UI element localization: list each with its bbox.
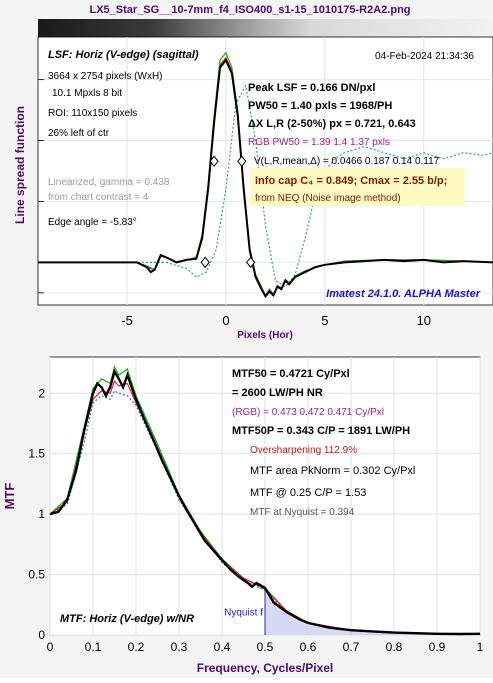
figure-title: LX5_Star_SG__10-7mm_f4_ISO400_s1-15_1010… [89, 4, 410, 16]
lsf-pw50: PW50 = 1.40 pxls = 1968/PH [248, 100, 392, 112]
nyquist-label: Nyquist f [224, 608, 263, 619]
mtf-xtick-label: 0.2 [128, 640, 145, 654]
lsf-series-black-line [38, 58, 493, 299]
lsf-xtick-label: 10 [417, 313, 431, 328]
lsf-pixel-dims: 3664 x 2754 pixels (WxH) [48, 71, 163, 82]
nyquist-fill-area [265, 587, 480, 635]
lsf-roi: ROI: 110x150 pixels [48, 108, 137, 119]
oversharpening: Oversharpening 112.9% [250, 445, 357, 456]
mtf-plot: 0 0.1 0.2 0.3 0.4 0.5 0.6 0.7 0.8 0.9 1 0 0.5 1 1.5 2 M… [28, 356, 484, 654]
lsf-pw-marker [237, 155, 247, 168]
mtf-xtick-label: 1 [477, 640, 484, 654]
mtf-xtick-label: 0.7 [343, 640, 360, 654]
lsf-tick-labels: -5 0 5 10 [121, 313, 431, 328]
lsf-edge-angle: Edge angle = -5.83° [48, 217, 137, 228]
edge-image-strip [38, 19, 493, 37]
lsf-mpxls: 10.1 Mpxls 8 bit [52, 88, 122, 99]
lsf-xlabel: Pixels (Hor) [237, 330, 293, 341]
lsf-pw-marker [200, 256, 210, 269]
mtf-ylabel: MTF [2, 483, 17, 510]
mtf50-rgb: (RGB) = 0.473 0.472 0.471 Cy/Pxl [232, 407, 384, 418]
mtf-xtick-label: 0.9 [429, 640, 446, 654]
mtf-xtick-label: 0 [47, 640, 54, 654]
lsf-series-group [38, 51, 493, 299]
mtf-gridlines [49, 357, 481, 636]
lsf-markers [200, 155, 256, 269]
mtf-ytick-label: 1.5 [28, 447, 45, 461]
lsf-peak: Peak LSF = 0.166 DN/pxl [248, 82, 375, 94]
mtf-ytick-label: 0.5 [28, 568, 45, 582]
mtf-xlabel: Frequency, Cycles/Pixel [197, 661, 334, 675]
mtf-xtick-label: 0.6 [300, 640, 317, 654]
mtf50-lwph: = 2600 LW/PH NR [232, 387, 323, 399]
lsf-rgb-pw50: RGB PW50 = 1.39 1.4 1.37 pxls [248, 137, 390, 148]
mtf-at-nyquist: MTF at Nyquist = 0.394 [250, 507, 355, 518]
lsf-info-cap: Info cap C₄ = 0.849; Cmax = 2.55 b/p; [255, 175, 447, 187]
lsf-ylabel: Line spread function [13, 106, 27, 224]
lsf-roi-offset: 26% left of ctr [48, 128, 110, 139]
mtf50p-value: MTF50P = 0.343 C/P = 1891 LW/PH [232, 425, 410, 437]
mtf-tick-labels: 0 0.1 0.2 0.3 0.4 0.5 0.6 0.7 0.8 0.9 1 0 0.5 1 1.5 2 [28, 386, 483, 654]
lsf-contrast: from chart contrast = 4 [48, 192, 149, 203]
lsf-date: 04-Feb-2024 21:34:36 [375, 51, 474, 62]
mtf-xtick-label: 0.8 [386, 640, 403, 654]
lsf-pw-marker [209, 155, 219, 168]
lsf-delta-x: ΔX L,R (2-50%) px = 0.721, 0.643 [248, 118, 416, 130]
mtf50-value: MTF50 = 0.4721 Cy/Pxl [232, 368, 350, 380]
lsf-neq-source: from NEQ (Noise image method) [255, 193, 401, 204]
mtf-at-025: MTF @ 0.25 C/P = 1.53 [250, 487, 366, 499]
mtf-xtick-label: 0.1 [85, 640, 102, 654]
lsf-v-values: V(L,R,mean,Δ) = 0.0466 0.187 0.14 0.117 [254, 156, 440, 167]
info-cap-box [250, 168, 465, 206]
lsf-heading: LSF: Horiz (V-edge) (sagittal) [48, 49, 199, 61]
imatest-version: Imatest 24.1.0. ALPHA Master [326, 288, 481, 300]
mtf-ytick-label: 0 [38, 628, 45, 642]
mtf-area: MTF area PkNorm = 0.302 Cy/Pxl [250, 465, 415, 477]
lsf-xtick-label: -5 [121, 313, 133, 328]
mtf-label: MTF: Horiz (V-edge) w/NR [60, 613, 194, 625]
lsf-gamma: Linearized, gamma = 0.438 [48, 177, 170, 188]
lsf-pw-marker [246, 256, 256, 269]
mtf-xtick-label: 0.4 [214, 640, 231, 654]
mtf-series-black-line [49, 368, 481, 636]
mtf-xtick-label: 0.3 [171, 640, 188, 654]
lsf-plot: -5 0 5 10 LSF: Horiz (V-edge) (sagittal) 36… [37, 36, 493, 328]
lsf-xtick-label: 0 [222, 313, 229, 328]
mtf-ytick-label: 1 [38, 507, 45, 521]
mtf-ytick-label: 2 [38, 386, 45, 400]
mtf-series-group [49, 365, 481, 636]
mtf-xtick-label: 0.5 [257, 640, 274, 654]
lsf-xtick-label: 5 [321, 313, 328, 328]
